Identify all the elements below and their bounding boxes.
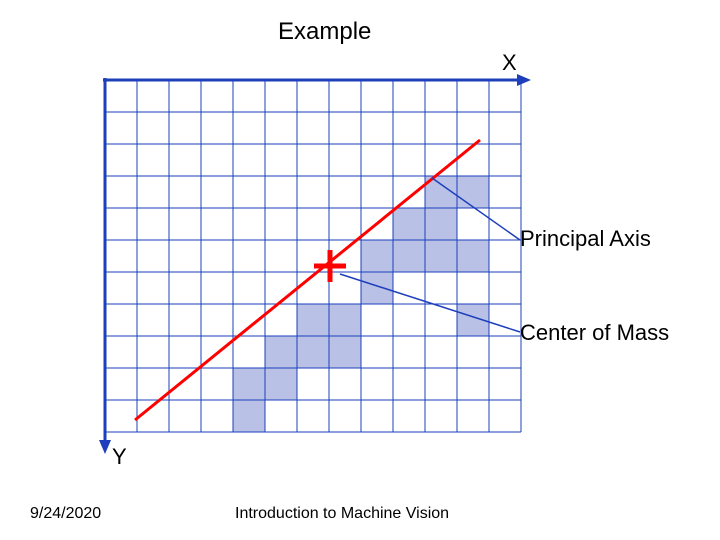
footer-date: 9/24/2020 <box>30 505 101 523</box>
center-of-mass-label: Center of Mass <box>520 320 669 346</box>
principal-axis-label: Principal Axis <box>520 226 651 252</box>
y-axis-label: Y <box>112 444 127 470</box>
slide-stage: Example X Y Principal Axis Center of Mas… <box>0 0 720 540</box>
footer-subject: Introduction to Machine Vision <box>235 505 449 523</box>
diagram-svg <box>0 0 720 540</box>
x-axis-label: X <box>502 50 517 76</box>
